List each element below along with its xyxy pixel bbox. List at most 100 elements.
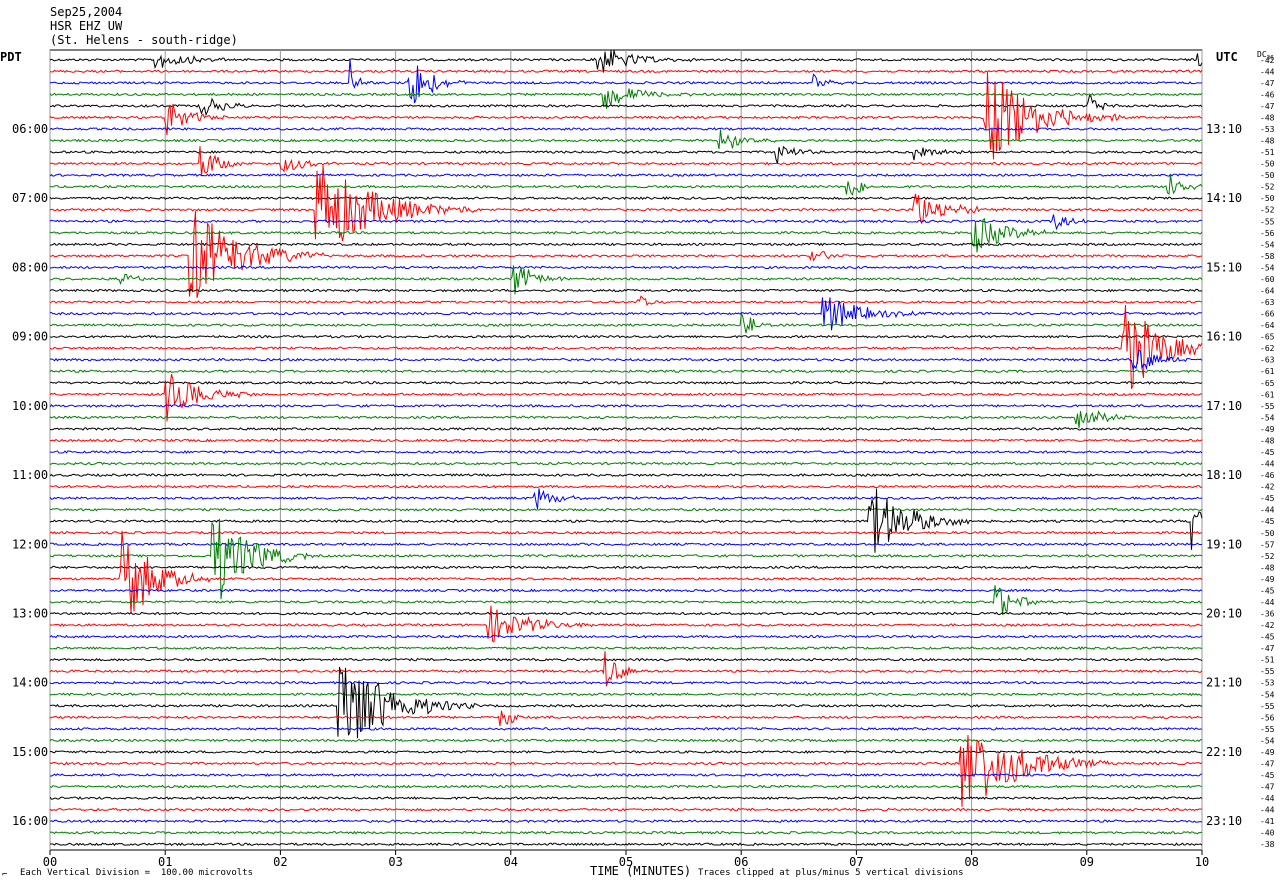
trace-row — [49, 173, 1203, 178]
dc-offset-label: -55 — [1260, 725, 1275, 734]
dc-offset-label: -57 — [1260, 540, 1275, 549]
trace-row — [49, 750, 1203, 754]
dc-offset-label: -49 — [1260, 575, 1275, 584]
dc-offset-label: -54 — [1260, 413, 1275, 422]
dc-offset-label: -44 — [1260, 506, 1275, 515]
dc-offset-label: -52 — [1260, 206, 1275, 215]
dc-offset-label: -54 — [1260, 240, 1275, 249]
trace-row — [49, 530, 1203, 535]
trace-row — [49, 380, 1203, 385]
trace-row — [49, 242, 1203, 247]
right-hour-label: 20:10 — [1206, 607, 1242, 621]
trace-row — [49, 450, 1203, 454]
traces — [49, 49, 1203, 847]
trace-row — [49, 129, 1203, 150]
trace-row — [49, 807, 1203, 812]
trace-row — [49, 796, 1203, 801]
trace-row — [49, 265, 1203, 270]
left-hour-label: 16:00 — [12, 814, 48, 828]
dc-offset-label: -64 — [1260, 286, 1275, 295]
dc-offset-label: -44 — [1260, 794, 1275, 803]
trace-row — [49, 410, 1203, 429]
trace-row — [49, 734, 1203, 807]
dc-offset-label: -50 — [1260, 171, 1275, 180]
trace-row — [49, 585, 1203, 615]
dc-offset-label: -45 — [1260, 771, 1275, 780]
trace-row — [49, 71, 1203, 160]
dc-offset-label: -55 — [1260, 702, 1275, 711]
trace-row — [49, 473, 1203, 477]
trace-row — [49, 565, 1203, 570]
dc-label: DC36 — [1257, 50, 1274, 62]
dc-offset-label: -61 — [1260, 367, 1275, 376]
dc-offset-label: -52 — [1260, 183, 1275, 192]
right-hour-label: 14:10 — [1206, 191, 1242, 205]
x-tick-label: 00 — [43, 855, 57, 869]
dc-offset-label: -49 — [1260, 748, 1275, 757]
trace-row — [49, 334, 1203, 339]
dc-offset-label: -63 — [1260, 298, 1275, 307]
trace-row — [49, 438, 1203, 443]
clip-note: Traces clipped at plus/minus 5 vertical … — [698, 868, 964, 878]
trace-row — [49, 49, 1203, 73]
trace-row — [50, 842, 1203, 847]
dc-offset-label: -51 — [1260, 656, 1275, 665]
trace-row — [49, 666, 1203, 739]
left-hour-label: 09:00 — [12, 330, 48, 344]
trace-row — [49, 88, 1203, 109]
dc-offset-label: -56 — [1260, 229, 1275, 238]
trace-row — [49, 657, 1203, 662]
dc-offset-label: -52 — [1260, 552, 1275, 561]
trace-row — [49, 738, 1203, 743]
trace-row — [50, 297, 1203, 331]
dc-offset-label: -50 — [1260, 160, 1275, 169]
x-tick-label: 09 — [1080, 855, 1094, 869]
dc-offset-label: -46 — [1260, 471, 1275, 480]
dc-offset-label: -63 — [1260, 356, 1275, 365]
dc-offset-label: -65 — [1260, 333, 1275, 342]
right-hour-label: 13:10 — [1206, 122, 1242, 136]
trace-row — [49, 605, 1203, 643]
left-timezone-label: PDT — [0, 50, 22, 64]
left-hour-label: 14:00 — [12, 676, 48, 690]
trace-row — [49, 373, 1203, 422]
dc-offset-label: -61 — [1260, 390, 1275, 399]
dc-offset-label: -55 — [1260, 217, 1275, 226]
trace-row — [49, 484, 1203, 489]
trace-row — [49, 69, 1203, 74]
trace-row — [49, 488, 1203, 510]
trace-row — [49, 196, 1203, 201]
left-hour-label: 07:00 — [12, 191, 48, 205]
dc-offset-label: -45 — [1260, 633, 1275, 642]
trace-row — [49, 507, 1203, 512]
trace-row — [49, 530, 1203, 614]
dc-offset-label: -55 — [1260, 402, 1275, 411]
right-hour-label: 19:10 — [1206, 537, 1242, 551]
dc-offset-label: -44 — [1260, 67, 1275, 76]
trace-row — [49, 59, 1203, 104]
dc-offset-label: -47 — [1260, 759, 1275, 768]
trace-row — [49, 211, 1203, 299]
left-hour-label: 12:00 — [12, 537, 48, 551]
trace-row — [49, 488, 1203, 553]
trace-row — [49, 127, 1203, 131]
left-hour-label: 10:00 — [12, 399, 48, 413]
trace-row — [49, 217, 1203, 253]
dc-offset-label: -47 — [1260, 644, 1275, 653]
header-location: (St. Helens - south-ridge) — [50, 33, 238, 47]
trace-row — [49, 710, 1203, 727]
trace-row — [49, 680, 1203, 685]
dc-offset-label: -46 — [1260, 90, 1275, 99]
left-hour-label: 08:00 — [12, 260, 48, 274]
dc-offset-label: -54 — [1260, 736, 1275, 745]
dc-offset-label: -45 — [1260, 517, 1275, 526]
labels: 00 01 02 03 04 05 06 07 08 09 10 06:00 07:00 08:00 09:… — [12, 56, 1275, 869]
trace-row — [49, 588, 1203, 593]
dc-offset-label: -36 — [1260, 610, 1275, 619]
dc-offset-label: -64 — [1260, 321, 1275, 330]
trace-row — [49, 265, 1203, 295]
dc-offset-label: -48 — [1260, 137, 1275, 146]
dc-offset-label: -54 — [1260, 690, 1275, 699]
trace-row — [50, 542, 1203, 547]
trace-row — [49, 692, 1203, 697]
